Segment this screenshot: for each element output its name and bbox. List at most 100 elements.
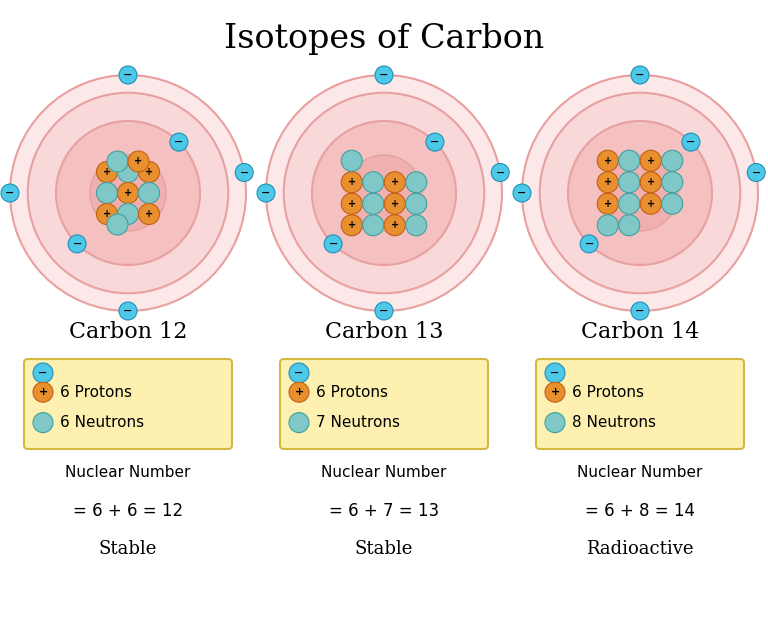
Text: Carbon 14: Carbon 14 — [581, 321, 699, 343]
Circle shape — [33, 363, 53, 383]
Circle shape — [56, 121, 200, 265]
Text: 6 Protons: 6 Protons — [316, 385, 388, 399]
Circle shape — [118, 203, 138, 224]
Circle shape — [747, 163, 765, 181]
Circle shape — [602, 155, 678, 231]
FancyBboxPatch shape — [24, 359, 232, 449]
Circle shape — [1, 184, 19, 202]
Text: −: − — [174, 137, 184, 147]
Circle shape — [662, 171, 683, 193]
Text: +: + — [391, 198, 399, 208]
Text: +: + — [103, 167, 111, 177]
Circle shape — [97, 203, 118, 224]
Circle shape — [257, 184, 275, 202]
Text: +: + — [391, 220, 399, 230]
Circle shape — [341, 171, 362, 193]
Text: +: + — [134, 156, 143, 166]
Circle shape — [384, 193, 406, 214]
Text: Stable: Stable — [99, 540, 157, 558]
Text: −: − — [240, 168, 249, 178]
Circle shape — [619, 215, 640, 236]
Circle shape — [128, 151, 149, 172]
Text: +: + — [294, 387, 303, 397]
Circle shape — [598, 171, 618, 193]
Text: +: + — [604, 198, 612, 208]
Text: Nuclear Number: Nuclear Number — [321, 465, 447, 480]
Circle shape — [545, 382, 565, 402]
Text: −: − — [124, 306, 133, 316]
Circle shape — [235, 163, 253, 181]
Text: −: − — [72, 239, 81, 249]
Text: +: + — [391, 177, 399, 187]
Circle shape — [289, 363, 309, 383]
Text: −: − — [294, 368, 303, 378]
Text: −: − — [329, 239, 338, 249]
Circle shape — [341, 215, 362, 236]
Text: −: − — [379, 306, 389, 316]
Text: −: − — [687, 137, 696, 147]
Text: −: − — [430, 137, 439, 147]
Text: −: − — [518, 188, 527, 198]
Text: −: − — [5, 188, 15, 198]
Circle shape — [631, 302, 649, 320]
Circle shape — [406, 171, 427, 193]
Text: +: + — [124, 188, 132, 198]
Text: +: + — [145, 167, 153, 177]
Circle shape — [426, 133, 444, 151]
Text: +: + — [551, 387, 560, 397]
Circle shape — [598, 150, 618, 171]
Circle shape — [119, 302, 137, 320]
Circle shape — [266, 75, 502, 311]
Text: 6 Protons: 6 Protons — [60, 385, 132, 399]
Circle shape — [283, 93, 485, 293]
Text: 6 Electrons: 6 Electrons — [572, 365, 657, 381]
Circle shape — [682, 133, 700, 151]
Circle shape — [662, 150, 683, 171]
Circle shape — [513, 184, 531, 202]
Circle shape — [138, 183, 160, 203]
Circle shape — [631, 66, 649, 84]
Circle shape — [138, 203, 160, 224]
Circle shape — [362, 193, 384, 214]
Circle shape — [522, 75, 758, 311]
Circle shape — [641, 150, 661, 171]
Text: Nuclear Number: Nuclear Number — [65, 465, 190, 480]
Circle shape — [138, 161, 160, 183]
Text: = 6 + 7 = 13: = 6 + 7 = 13 — [329, 502, 439, 520]
Circle shape — [170, 133, 188, 151]
Circle shape — [619, 150, 640, 171]
FancyBboxPatch shape — [280, 359, 488, 449]
Circle shape — [540, 93, 740, 293]
Circle shape — [619, 193, 640, 214]
Text: Nuclear Number: Nuclear Number — [578, 465, 703, 480]
Circle shape — [545, 363, 565, 383]
Text: −: − — [584, 239, 594, 249]
Circle shape — [10, 75, 246, 311]
Text: −: − — [635, 306, 644, 316]
Text: 6 Electrons: 6 Electrons — [316, 365, 402, 381]
Circle shape — [107, 214, 128, 235]
Circle shape — [289, 382, 309, 402]
Circle shape — [68, 235, 86, 253]
Circle shape — [118, 161, 138, 183]
Circle shape — [406, 215, 427, 236]
Circle shape — [97, 183, 118, 203]
Circle shape — [28, 93, 228, 293]
Circle shape — [118, 183, 138, 203]
Circle shape — [641, 193, 661, 214]
Text: +: + — [38, 387, 48, 397]
Circle shape — [662, 193, 683, 214]
Text: 6 Electrons: 6 Electrons — [60, 365, 145, 381]
Text: +: + — [103, 209, 111, 219]
Text: +: + — [604, 156, 612, 166]
Circle shape — [33, 382, 53, 402]
Circle shape — [580, 235, 598, 253]
Text: Isotopes of Carbon: Isotopes of Carbon — [224, 23, 544, 55]
Circle shape — [341, 193, 362, 214]
Circle shape — [384, 171, 406, 193]
Circle shape — [641, 171, 661, 193]
Circle shape — [598, 215, 618, 236]
Circle shape — [362, 215, 384, 236]
Text: −: − — [551, 368, 560, 378]
Circle shape — [375, 302, 393, 320]
